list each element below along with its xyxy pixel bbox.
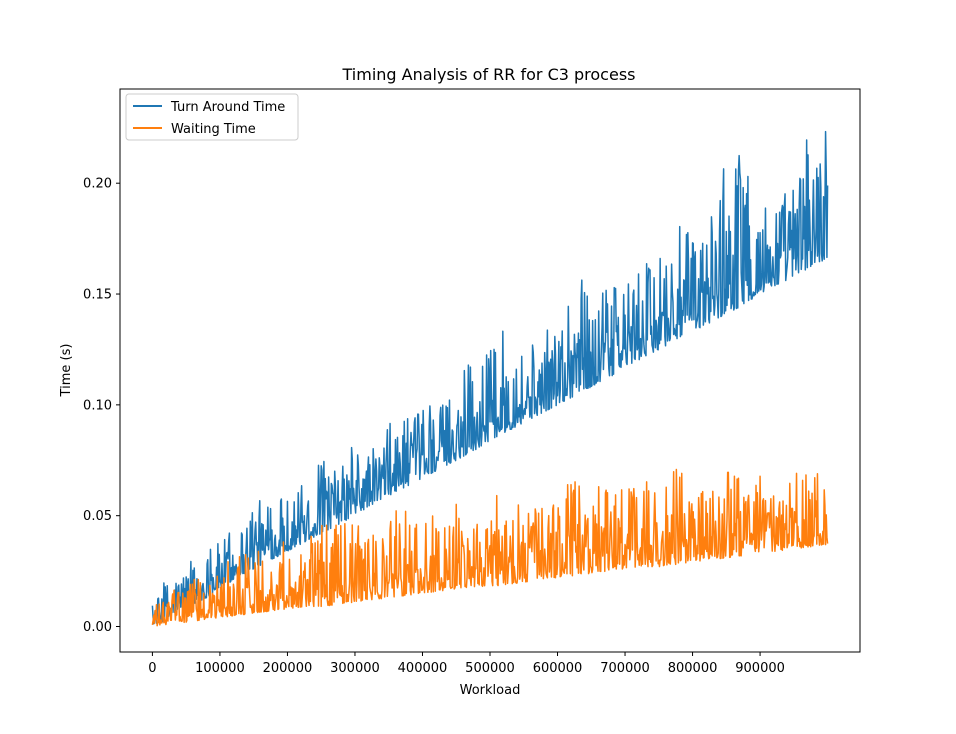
legend: Turn Around Time Waiting Time bbox=[125, 93, 299, 141]
x-tick-label: 100000 bbox=[195, 661, 245, 676]
y-axis-label: Time (s) bbox=[59, 344, 74, 398]
y-axis: 0.00 0.05 0.10 0.15 0.20 bbox=[83, 177, 120, 635]
y-tick-label: 0.15 bbox=[83, 288, 112, 303]
x-tick-label: 700000 bbox=[600, 661, 650, 676]
x-tick-label: 600000 bbox=[533, 661, 583, 676]
x-axis: 0 100000 200000 300000 400000 500000 600000 700… bbox=[148, 652, 785, 676]
y-tick-label: 0.05 bbox=[83, 509, 112, 524]
legend-label-waiting-time: Waiting Time bbox=[171, 122, 256, 137]
x-tick-label: 200000 bbox=[263, 661, 313, 676]
series-line-waiting-time bbox=[151, 468, 829, 627]
y-tick-label: 0.20 bbox=[83, 177, 112, 192]
x-tick-label: 400000 bbox=[398, 661, 448, 676]
series-line-turn-around-time bbox=[151, 130, 829, 625]
x-tick-label: 900000 bbox=[735, 661, 785, 676]
series-layer bbox=[151, 130, 829, 627]
legend-box bbox=[125, 93, 299, 141]
x-tick-label: 800000 bbox=[668, 661, 718, 676]
chart-title: Timing Analysis of RR for C3 process bbox=[342, 65, 636, 84]
x-tick-label: 500000 bbox=[465, 661, 515, 676]
plot-area bbox=[119, 88, 861, 653]
x-axis-label: Workload bbox=[460, 683, 521, 698]
x-tick-label: 0 bbox=[148, 661, 156, 676]
y-tick-label: 0.00 bbox=[83, 620, 112, 635]
legend-label-turn-around-time: Turn Around Time bbox=[170, 100, 285, 115]
x-tick-label: 300000 bbox=[330, 661, 380, 676]
y-tick-label: 0.10 bbox=[83, 398, 112, 413]
